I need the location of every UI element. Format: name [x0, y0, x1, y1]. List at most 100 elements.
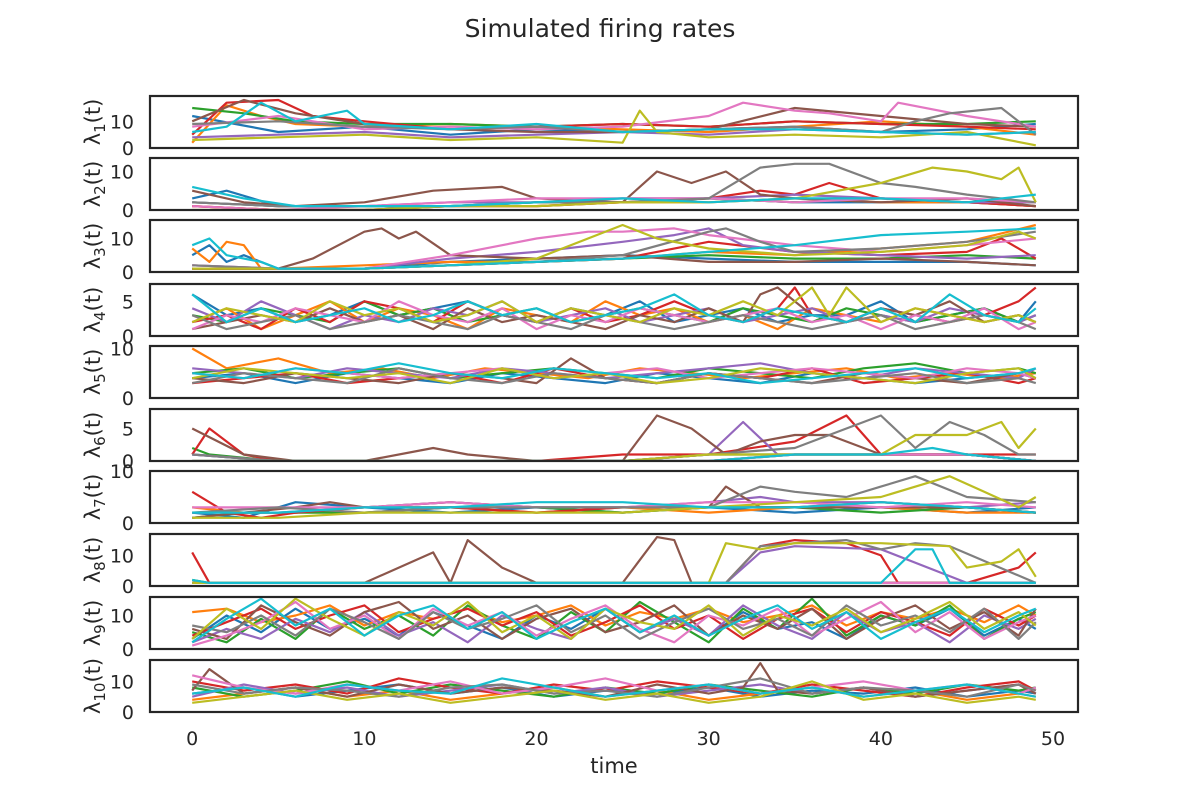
panel-5-series-9-line — [191, 367, 1037, 385]
y-label-subscript: 9 — [91, 624, 109, 634]
y-label-symbol: λ — [81, 195, 105, 207]
panel-3-frame — [148, 218, 1080, 274]
panel-6-series-7-line — [192, 453, 1036, 461]
panel-9-y-axis-label: λ9(t) — [81, 600, 109, 647]
panel-3-series-1-line — [191, 244, 1036, 270]
y-label-argument: (t) — [81, 474, 105, 499]
panel-4-y-axis-label: λ4(t) — [81, 287, 109, 334]
panel-6-frame — [148, 407, 1080, 463]
y-label-symbol: λ — [81, 702, 105, 714]
panel-1-y-tick-label: 10 — [110, 111, 134, 133]
panel-9-series-8-line — [191, 604, 1037, 641]
y-label-symbol: λ — [81, 257, 105, 269]
x-tick-label: 20 — [524, 728, 548, 750]
y-label-argument: (t) — [81, 412, 105, 437]
panel-4-series-7-line — [191, 300, 1037, 331]
y-label-subscript: 8 — [91, 561, 109, 571]
y-label-symbol: λ — [81, 383, 105, 395]
panel-10-frame — [148, 658, 1080, 714]
panel-10-y-tick-label: 0 — [122, 702, 134, 724]
panel-9-series-10-line — [191, 597, 1037, 644]
y-label-symbol: λ — [81, 571, 105, 583]
panel-6-y-tick-label: 5 — [122, 419, 134, 441]
panel-6-y-axis-label: λ6(t) — [81, 412, 109, 459]
panel-2-series-6-line — [191, 170, 1036, 208]
panel-1-series-7-line — [192, 101, 1036, 131]
panel-1-series-group — [191, 98, 1037, 147]
panel-5-series-group — [191, 347, 1037, 385]
panel-9-y-tick-label: 0 — [122, 639, 134, 661]
panel-7-frame — [148, 469, 1080, 525]
panel-10-series-group — [191, 661, 1037, 704]
panel-9-series-group — [191, 597, 1037, 647]
y-label-subscript: 7 — [91, 498, 109, 508]
panel-7-series-9-line — [192, 475, 1037, 519]
panel-5-frame — [148, 344, 1080, 400]
y-label-argument: (t) — [81, 99, 105, 124]
panel-1-y-axis-label: λ1(t) — [81, 99, 109, 146]
y-label-subscript: 2 — [91, 185, 109, 195]
y-label-argument: (t) — [81, 287, 105, 312]
panel-5-series-8-line — [191, 367, 1037, 385]
panel-9-series-9-line — [191, 597, 1037, 641]
panel-9-series-7-line — [191, 600, 1037, 647]
panel-7-y-tick-label: 10 — [110, 461, 134, 483]
panel-1-frame — [148, 94, 1080, 150]
panel-3-y-tick-label: 0 — [122, 262, 134, 284]
panels-layer: 010λ1(t)010λ2(t)010λ3(t)05λ4(t)010λ5(t)0… — [81, 94, 1080, 724]
panel-2-series-9-line — [192, 166, 1037, 210]
panel-3-series-10-line — [191, 227, 1036, 270]
panel-5-y-tick-label: 0 — [122, 388, 134, 410]
y-label-argument: (t) — [81, 658, 105, 683]
panel-6-series-10-line — [192, 446, 1036, 461]
y-label-argument: (t) — [81, 223, 105, 248]
panel-5-series-10-line — [192, 362, 1037, 385]
y-label-argument: (t) — [81, 537, 105, 562]
y-label-subscript: 10 — [91, 683, 109, 702]
x-tick-label: 50 — [1041, 728, 1065, 750]
y-label-subscript: 5 — [91, 373, 109, 383]
y-label-symbol: λ — [81, 508, 105, 520]
x-tick-label: 10 — [352, 728, 376, 750]
x-tick-label: 30 — [697, 728, 721, 750]
panel-1-y-tick-label: 0 — [122, 138, 134, 160]
x-tick-label: 40 — [869, 728, 893, 750]
panel-6-series-group — [191, 414, 1037, 461]
panel-7-y-axis-label: λ7(t) — [81, 474, 109, 521]
panel-2-series-group — [191, 162, 1037, 210]
panel-4-frame — [148, 282, 1080, 338]
panel-8-series-10-line — [192, 548, 1036, 585]
panel-2-y-tick-label: 10 — [110, 162, 134, 184]
panel-6-y-tick-label: 0 — [122, 451, 134, 473]
panel-8-series-5-line — [192, 545, 1036, 585]
panel-8-series-group — [191, 535, 1037, 585]
panel-4-y-tick-label: 5 — [122, 291, 134, 313]
panel-3-series-group — [191, 223, 1037, 270]
y-label-symbol: λ — [81, 634, 105, 646]
panel-1-series-10-line — [192, 101, 1036, 136]
y-label-argument: (t) — [81, 161, 105, 186]
panel-8-y-tick-label: 0 — [122, 576, 134, 598]
y-label-subscript: 3 — [91, 247, 109, 257]
y-label-argument: (t) — [81, 349, 105, 374]
panel-1-series-9-line — [192, 109, 1037, 147]
panel-1-series-6-line — [191, 98, 1036, 134]
y-label-symbol: λ — [81, 321, 105, 333]
chart-title: Simulated firing rates — [465, 14, 736, 43]
x-tick-label: 0 — [186, 728, 198, 750]
panel-10-series-9-line — [192, 680, 1036, 704]
panel-6-series-6-line — [191, 414, 1036, 461]
panel-6-series-8-line — [192, 414, 1036, 461]
panel-4-series-group — [191, 286, 1037, 331]
panel-8-frame — [148, 532, 1080, 588]
y-label-subscript: 4 — [91, 311, 109, 321]
panel-7-y-tick-label: 0 — [122, 513, 134, 535]
panel-8-series-9-line — [192, 542, 1037, 585]
